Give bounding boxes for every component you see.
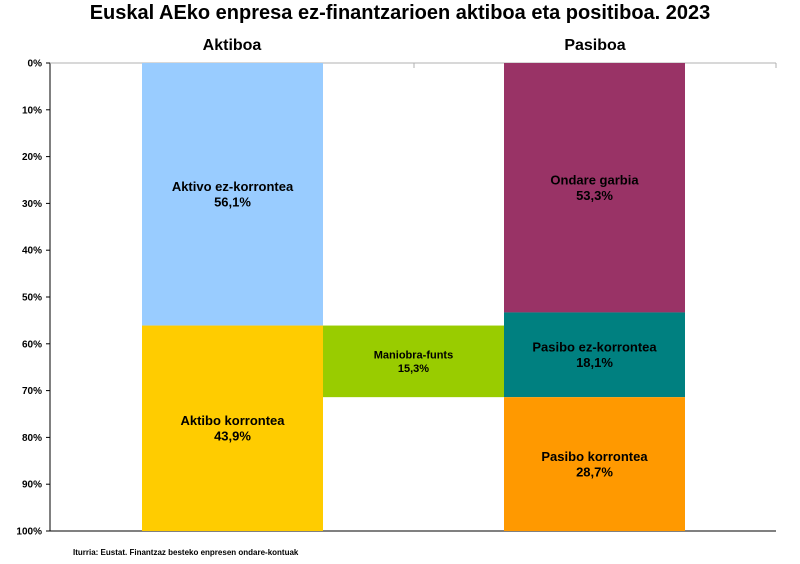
bars-layer [142,63,685,531]
y-tick-label: 20% [22,152,42,163]
segment-name-label: Maniobra-funts [374,350,453,362]
y-tick-label: 60% [22,339,42,350]
y-tick-label: 100% [16,527,42,538]
segment-name-label: Aktivo ez-korrontea [172,179,294,194]
bar-segment [323,325,504,398]
y-tick-label: 80% [22,433,42,444]
segment-name-label: Pasibo korrontea [541,449,648,464]
segment-name-label: Ondare garbia [550,172,639,187]
chart-title: Euskal AEko enpresa ez-finantzarioen akt… [89,2,711,24]
bar-segment [504,312,685,398]
segment-name-label: Pasibo ez-korrontea [532,340,657,355]
segment-value-label: 18,1% [576,355,613,370]
segment-value-label: 15,3% [398,363,429,375]
segment-name-label: Aktibo korrontea [180,413,285,428]
y-tick-label: 40% [22,246,42,257]
column-header: Pasiboa [564,37,625,54]
y-tick-label: 10% [22,105,42,116]
y-tick-label: 30% [22,199,42,210]
y-tick-label: 50% [22,293,42,304]
bar-segment [142,325,323,531]
segment-value-label: 28,7% [576,464,613,479]
y-tick-label: 70% [22,386,42,397]
bar-segment [504,63,685,313]
segment-value-label: 53,3% [576,188,613,203]
column-header: Aktiboa [203,37,262,54]
bar-segment [142,63,323,326]
bar-segment [504,397,685,531]
segment-value-label: 56,1% [214,195,251,210]
y-tick-label: 90% [22,480,42,491]
segment-value-label: 43,9% [214,429,251,444]
y-tick-label: 0% [28,59,43,70]
source-note: Iturria: Eustat. Finantzaz besteko enpre… [73,548,299,557]
